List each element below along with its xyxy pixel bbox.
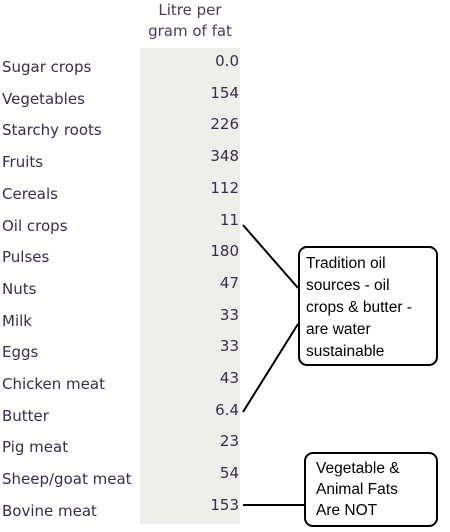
row-value: 33 (219, 306, 239, 324)
callout-line: sustainable (306, 343, 385, 360)
row-label: Bovine meat (2, 502, 97, 520)
row-label: Fruits (2, 153, 44, 171)
value-column-background (140, 48, 240, 524)
row-label: Sugar crops (2, 58, 92, 76)
connector-oil-crops (242, 224, 299, 289)
row-label: Starchy roots (2, 121, 102, 139)
row-value: 43 (219, 369, 239, 387)
column-header-line-2: gram of fat (148, 22, 232, 40)
row-label: Nuts (2, 280, 37, 298)
row-label: Pig meat (2, 438, 69, 456)
row-value: 153 (210, 496, 239, 514)
row-value: 226 (210, 115, 239, 133)
row-label: Chicken meat (2, 375, 105, 393)
callout-line: crops & butter - (306, 299, 412, 316)
row-label: Oil crops (2, 217, 68, 235)
row-value: 180 (210, 242, 239, 260)
row-value: 6.4 (215, 401, 239, 419)
callout-line: Are NOT (316, 502, 378, 519)
row-label: Butter (2, 407, 49, 425)
row-value: 11 (219, 211, 239, 229)
connector-butter (242, 323, 299, 413)
row-label: Sheep/goat meat (2, 470, 132, 488)
callout-fats-not-sustainable: Vegetable & Animal Fats Are NOT (304, 452, 438, 527)
row-label: Cereals (2, 185, 58, 203)
column-header: Litre per gram of fat (140, 0, 240, 48)
callout-line: Tradition oil (306, 255, 386, 272)
column-header-line-1: Litre per (158, 1, 222, 19)
callout-line: sources - oil (306, 277, 390, 294)
row-value: 154 (210, 84, 239, 102)
row-value: 54 (219, 464, 239, 482)
callout-line: Vegetable & (316, 460, 400, 477)
row-label: Eggs (2, 343, 39, 361)
row-label: Milk (2, 312, 32, 330)
row-value: 23 (219, 432, 239, 450)
row-label: Vegetables (2, 90, 85, 108)
row-label: Pulses (2, 248, 50, 266)
row-value: 33 (219, 337, 239, 355)
callout-line: Animal Fats (316, 481, 398, 498)
row-value: 0.0 (215, 52, 239, 70)
row-value: 348 (210, 147, 239, 165)
row-value: 112 (210, 179, 239, 197)
row-value: 47 (219, 274, 239, 292)
callout-line: are water (306, 321, 371, 338)
callout-oil-sustainable: Tradition oil sources - oil crops & butter… (298, 246, 438, 366)
